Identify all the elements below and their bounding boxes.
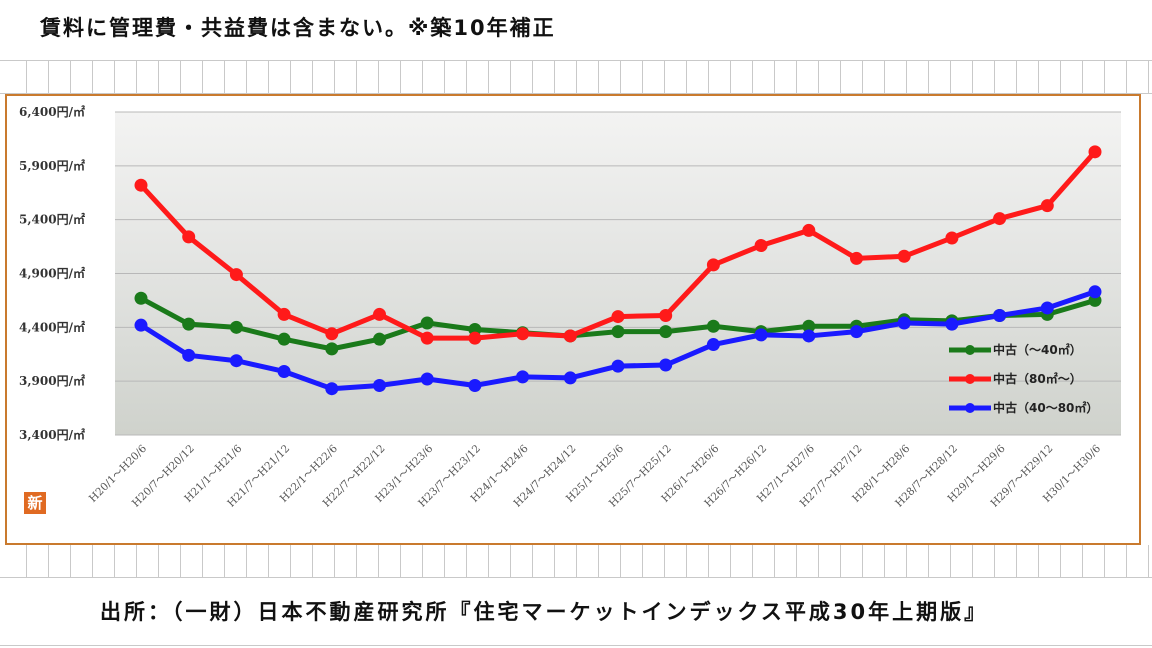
data-point <box>134 318 148 332</box>
data-point <box>897 249 911 263</box>
data-point <box>1040 199 1054 213</box>
y-tick-label: 6,400円/㎡ <box>19 104 85 119</box>
data-point <box>277 307 291 321</box>
spreadsheet-grid-top <box>0 0 1152 94</box>
y-tick-label: 5,900円/㎡ <box>19 158 85 173</box>
data-point <box>182 348 196 362</box>
line-chart: 3,400円/㎡ 3,900円/㎡ 4,400円/㎡ 4,900円/㎡ 5,400円/㎡… <box>19 104 1121 510</box>
data-point <box>420 372 434 386</box>
data-point <box>754 239 768 253</box>
data-point <box>277 332 291 346</box>
data-point <box>706 338 720 352</box>
series-1 <box>134 145 1102 345</box>
data-point <box>1040 301 1054 315</box>
y-tick-label: 4,400円/㎡ <box>19 319 85 334</box>
data-point <box>373 307 386 321</box>
data-point <box>420 316 434 330</box>
data-point <box>659 358 673 372</box>
data-point <box>706 258 720 272</box>
y-axis: 3,400円/㎡ 3,900円/㎡ 4,400円/㎡ 4,900円/㎡ 5,400円/㎡… <box>19 104 85 442</box>
data-point <box>325 382 339 396</box>
data-point <box>373 378 386 392</box>
y-tick-label: 3,400円/㎡ <box>19 427 85 442</box>
data-point <box>993 212 1007 226</box>
data-point <box>706 319 720 333</box>
data-point <box>993 308 1007 322</box>
data-point <box>611 310 625 324</box>
y-tick-label: 4,900円/㎡ <box>19 266 85 281</box>
data-point <box>850 251 863 265</box>
data-point <box>182 230 196 244</box>
data-point <box>754 328 768 342</box>
chart-frame: 3,400円/㎡ 3,900円/㎡ 4,400円/㎡ 4,900円/㎡ 5,400円/㎡… <box>5 94 1141 545</box>
data-point <box>611 325 625 339</box>
data-point <box>802 223 816 237</box>
data-point <box>945 317 959 331</box>
legend-marker <box>965 374 975 384</box>
data-point <box>182 317 196 331</box>
data-point <box>420 331 434 345</box>
data-point <box>659 325 673 339</box>
y-tick-label: 5,400円/㎡ <box>19 212 85 227</box>
data-point <box>468 378 482 392</box>
data-point <box>516 327 530 341</box>
data-point <box>134 178 148 192</box>
data-point <box>325 342 339 356</box>
data-point <box>325 327 339 341</box>
data-point <box>134 291 148 305</box>
data-point <box>277 364 291 378</box>
legend-label: 中古（40～80㎡） <box>993 400 1098 415</box>
data-point <box>229 354 243 368</box>
data-point <box>229 268 243 282</box>
data-point <box>897 316 911 330</box>
data-point <box>659 308 673 322</box>
rent-note: 賃料に管理費・共益費は含まない。※築10年補正 <box>40 16 556 40</box>
data-point <box>1088 285 1102 299</box>
data-point <box>373 332 386 346</box>
data-point <box>945 231 959 245</box>
legend-marker <box>965 345 975 355</box>
series-layer <box>134 145 1102 396</box>
data-point <box>802 319 816 333</box>
data-point <box>563 329 577 343</box>
legend-label: 中古（80㎡～） <box>993 371 1082 386</box>
data-point <box>1088 145 1102 159</box>
data-point <box>611 359 625 373</box>
data-point <box>229 320 243 334</box>
data-point <box>563 371 577 385</box>
legend-marker <box>965 403 975 413</box>
x-axis: H20/1～H20/6H20/7～H20/12H21/1～H21/6H21/7～… <box>87 442 1103 509</box>
y-tick-label: 3,900円/㎡ <box>19 373 85 388</box>
legend-label: 中古（～40㎡） <box>993 342 1082 357</box>
spreadsheet-grid-bottom <box>0 545 1152 648</box>
data-point <box>516 370 530 384</box>
source-note: 出所：（一財）日本不動産研究所『住宅マーケットインデックス平成30年上期版』 <box>100 600 989 624</box>
data-point <box>850 325 863 339</box>
data-point <box>468 331 482 345</box>
legend: 中古（～40㎡） 中古（80㎡～） 中古（40～80㎡） <box>949 342 1098 415</box>
data-point <box>802 329 816 343</box>
series-2 <box>134 285 1102 396</box>
logo-badge: 新 <box>24 492 46 514</box>
